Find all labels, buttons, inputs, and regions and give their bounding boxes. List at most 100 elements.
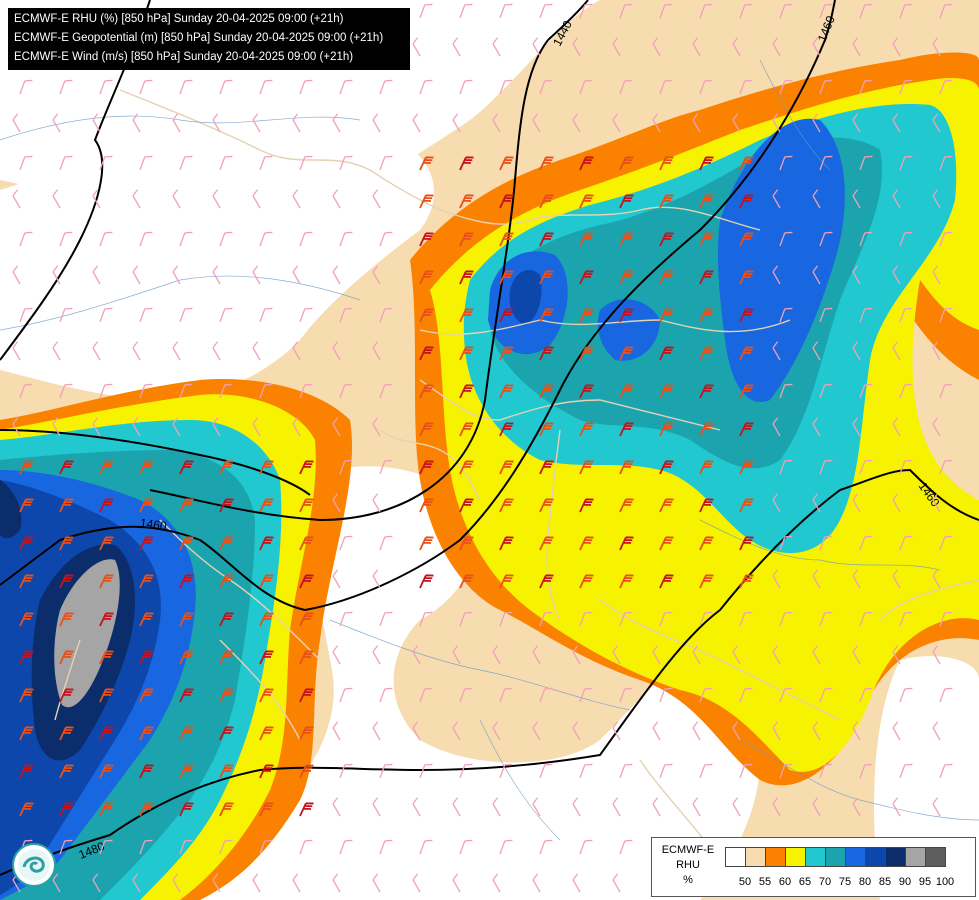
wind-barb: [499, 270, 514, 285]
wind-barb: [99, 460, 114, 475]
wind-barb: [772, 189, 781, 209]
wind-barb: [459, 79, 473, 95]
wind-barb: [219, 155, 233, 171]
wind-barb: [852, 417, 861, 437]
wind-barb: [459, 346, 474, 361]
wind-barb: [299, 650, 314, 665]
wind-barb: [532, 37, 541, 57]
wind-barb: [252, 189, 261, 209]
wind-barb: [692, 721, 701, 741]
wind-barb: [499, 574, 514, 589]
legend-tick: 85: [878, 876, 892, 888]
wind-barb: [299, 726, 314, 741]
wind-barb: [619, 232, 634, 247]
wind-barb: [59, 460, 74, 475]
wind-barb: [99, 307, 113, 323]
wind-barb: [459, 611, 473, 627]
wind-barb: [372, 645, 381, 665]
legend-swatch: [745, 847, 766, 867]
wind-barb: [739, 232, 754, 247]
wind-barb: [939, 763, 953, 779]
wind-barb: [732, 645, 741, 665]
wind-barb: [659, 763, 673, 779]
wind-barb: [899, 687, 913, 703]
wind-barb: [139, 383, 153, 399]
wind-barb: [99, 79, 113, 95]
wind-barb: [252, 341, 261, 361]
legend-swatch: [825, 847, 846, 867]
legend-variable: RHU: [676, 859, 700, 871]
wind-barb: [659, 3, 673, 19]
legend-ticks: 50 55 60 65 70 75 80 85 90 95 100: [725, 876, 975, 890]
wind-barb: [419, 574, 434, 589]
wind-barb: [499, 232, 514, 247]
wind-barb: [339, 383, 353, 399]
wind-barb: [779, 611, 793, 627]
wind-barb: [12, 113, 21, 133]
wind-barb: [219, 536, 234, 551]
wind-barb: [819, 307, 833, 323]
wind-barb: [459, 232, 474, 247]
wind-barb: [219, 612, 234, 627]
wind-barb: [939, 383, 953, 399]
wind-barb: [739, 3, 753, 19]
wind-barb: [532, 873, 541, 893]
wind-barb: [59, 802, 74, 817]
wind-barb: [19, 764, 34, 779]
wind-barb: [932, 37, 941, 57]
legend-tick: 80: [858, 876, 872, 888]
wind-barb: [92, 341, 101, 361]
wind-barb: [332, 113, 341, 133]
wind-barb: [179, 574, 194, 589]
wind-barb: [859, 155, 873, 171]
wind-barb: [579, 839, 593, 855]
isohypse-1440-a: [149, 39, 549, 522]
wind-barb: [852, 265, 861, 285]
wind-barb: [652, 113, 661, 133]
wind-barb: [99, 726, 114, 741]
wind-barb: [932, 341, 941, 361]
wind-barb: [139, 802, 154, 817]
wind-barb: [932, 721, 941, 741]
wind-barb: [699, 687, 713, 703]
wind-barb: [212, 417, 221, 437]
wind-barb: [459, 460, 474, 475]
wind-barb: [452, 797, 461, 817]
wind-barb: [172, 341, 181, 361]
wind-barb: [299, 574, 314, 589]
wind-barb: [932, 645, 941, 665]
wind-barb: [499, 384, 514, 399]
wind-barb: [572, 645, 581, 665]
rhu-band-85: [509, 270, 542, 325]
wind-barb: [819, 763, 833, 779]
wind-barb: [179, 612, 194, 627]
wind-barb: [659, 79, 673, 95]
wind-barb: [539, 270, 554, 285]
wind-barb: [299, 498, 314, 513]
wind-barb: [892, 569, 901, 589]
wind-barb: [59, 383, 73, 399]
wind-barb: [132, 417, 141, 437]
isohypse-1460-b: [0, 39, 826, 612]
wind-barb: [419, 839, 433, 855]
wind-barb: [92, 873, 101, 893]
wind-barb: [859, 611, 873, 627]
wind-barb: [499, 346, 514, 361]
wind-barb: [132, 265, 141, 285]
wind-barb: [179, 839, 193, 855]
wind-barb: [612, 113, 621, 133]
wind-barb: [772, 265, 781, 285]
wind-barb: [179, 79, 193, 95]
wind-barb: [899, 155, 913, 171]
map-title-box: ECMWF-E RHU (%) [850 hPa] Sunday 20-04-2…: [8, 8, 410, 70]
wind-barb: [739, 346, 754, 361]
wind-barb: [299, 231, 313, 247]
wind-barb: [579, 536, 594, 551]
wind-barb: [499, 308, 514, 323]
wind-barb: [379, 687, 393, 703]
wind-barb: [659, 232, 674, 247]
wind-barb: [179, 307, 193, 323]
wind-barb: [499, 611, 513, 627]
wind-barb: [219, 802, 234, 817]
wind-barb: [19, 802, 34, 817]
